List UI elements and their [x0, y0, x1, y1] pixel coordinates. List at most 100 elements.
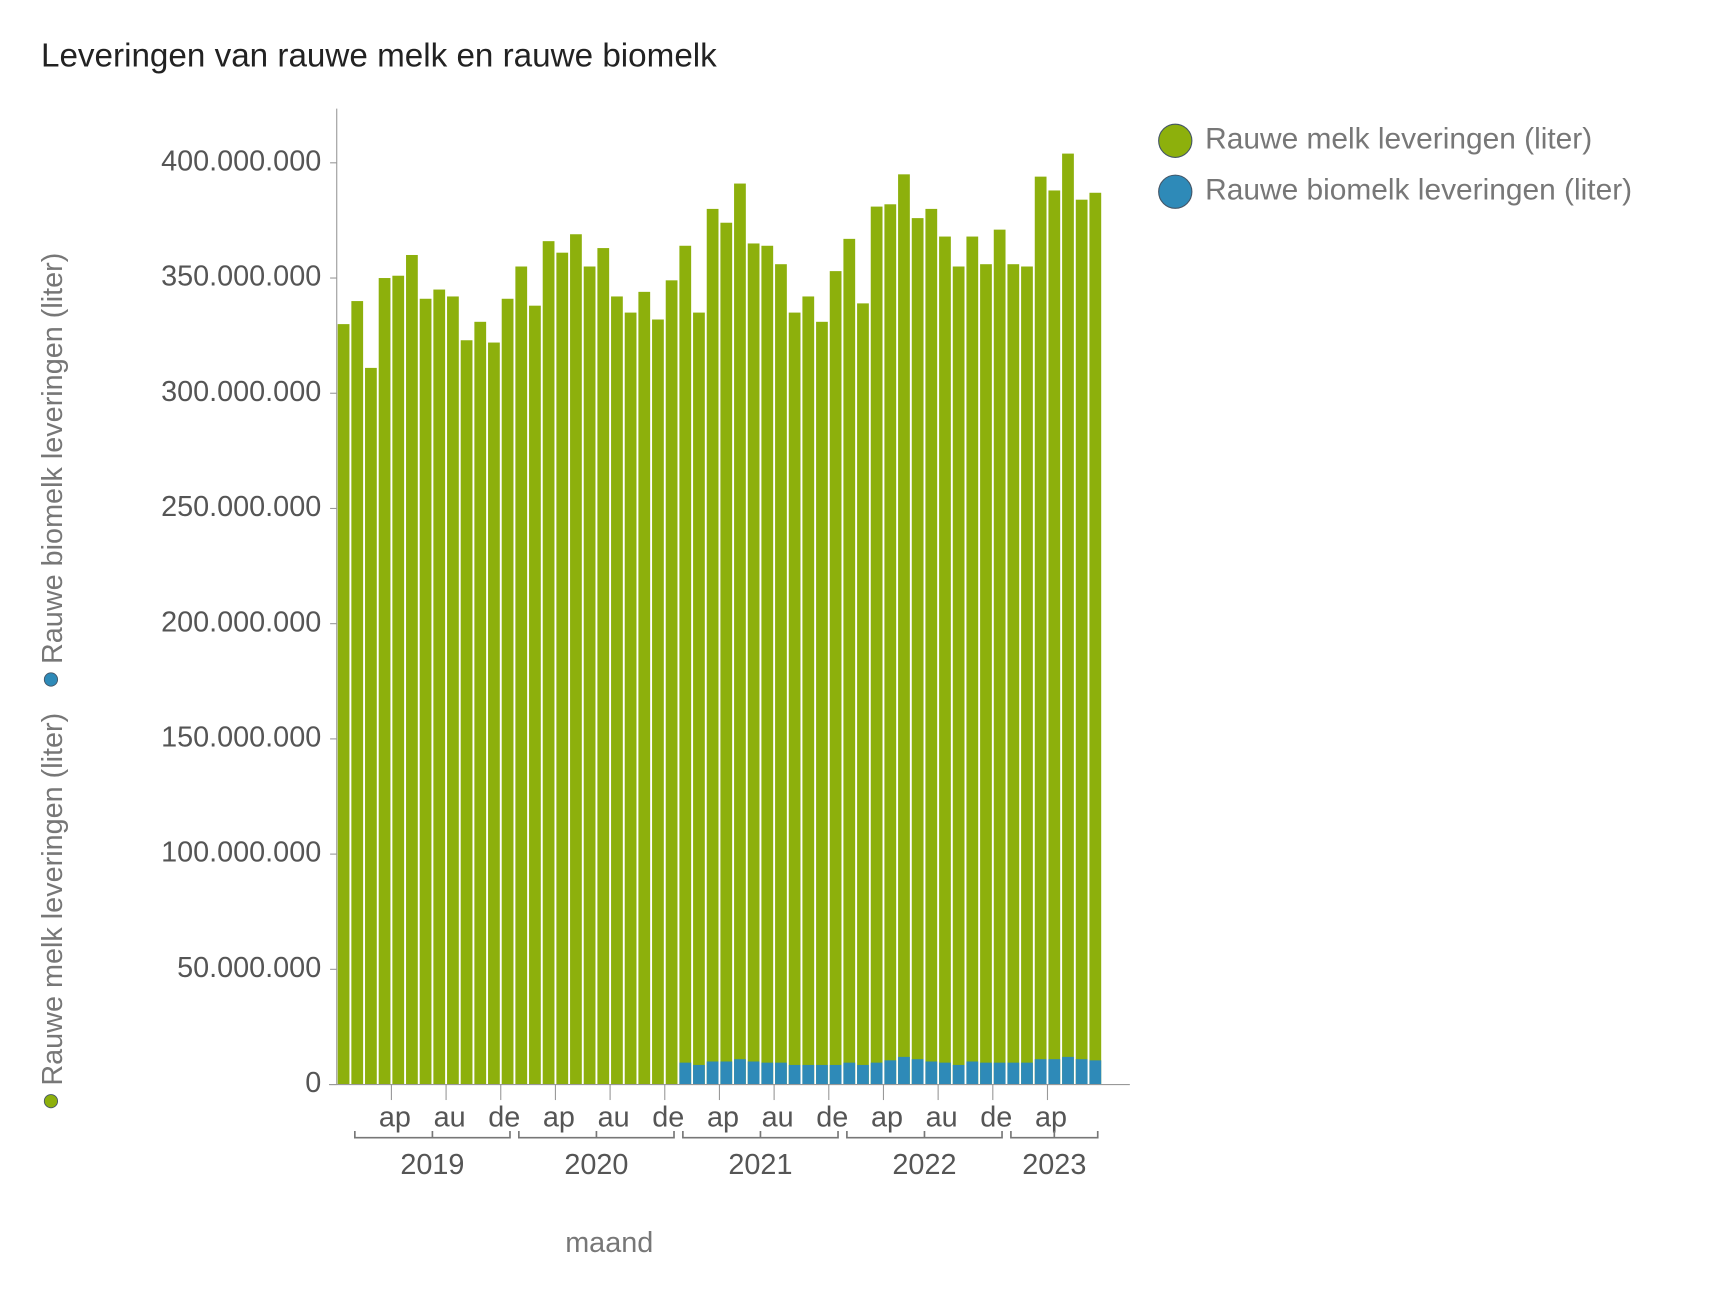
bar — [679, 245, 692, 1085]
year-bracket — [1010, 1131, 1099, 1139]
x-tick-label: au — [762, 1101, 794, 1133]
bar — [1062, 153, 1074, 1085]
bar — [761, 245, 774, 1085]
bar — [816, 321, 828, 1085]
bar — [911, 218, 924, 1085]
bar — [747, 1061, 760, 1085]
x-tick-label: de — [488, 1101, 520, 1133]
bar — [1034, 1059, 1047, 1085]
bar — [693, 312, 705, 1085]
bar — [1075, 199, 1088, 1085]
bar — [706, 1061, 719, 1085]
bar — [515, 266, 528, 1085]
bar — [802, 296, 815, 1085]
bar — [365, 367, 377, 1085]
bar — [775, 264, 787, 1085]
x-axis-title: maand — [565, 1227, 653, 1259]
bar — [829, 271, 842, 1085]
bar — [488, 342, 500, 1085]
bar — [720, 1061, 733, 1085]
y-axis-title-text: Rauwe melk leveringen (liter) — [37, 713, 69, 1086]
y-tick-label: 200.000.000 — [161, 606, 321, 638]
year-label: 2023 — [1022, 1149, 1086, 1181]
bar — [611, 296, 623, 1085]
bar — [775, 1062, 787, 1085]
bar — [1089, 192, 1102, 1085]
bar — [843, 1062, 856, 1085]
bar — [638, 291, 651, 1085]
bar — [993, 229, 1006, 1085]
bar — [1048, 1059, 1061, 1085]
bar — [665, 280, 678, 1085]
bar — [501, 298, 514, 1085]
bar — [939, 1062, 951, 1085]
y-tick-label: 0 — [305, 1067, 321, 1099]
legend-marker — [1158, 123, 1193, 158]
year-label: 2021 — [728, 1149, 792, 1181]
x-tick-label: de — [980, 1101, 1012, 1133]
bar — [952, 266, 965, 1085]
bar — [993, 1062, 1006, 1085]
bar — [802, 1064, 815, 1085]
x-tick-label: au — [434, 1101, 466, 1133]
bar — [911, 1059, 924, 1085]
bar — [816, 1064, 828, 1085]
bar — [788, 1064, 801, 1085]
bar — [706, 208, 719, 1085]
bar — [570, 234, 582, 1085]
bar — [925, 208, 938, 1085]
bar — [857, 303, 869, 1085]
bar — [925, 1061, 938, 1085]
bar — [898, 174, 910, 1085]
bar — [952, 1064, 965, 1085]
bar — [966, 236, 979, 1085]
y-tick-label: 400.000.000 — [161, 145, 321, 177]
bar — [337, 324, 350, 1085]
y-tick-label: 150.000.000 — [161, 722, 321, 754]
bar — [679, 1062, 692, 1085]
bar — [474, 321, 487, 1085]
bar — [378, 278, 391, 1085]
y-axis-title: Rauwe melk leveringen (liter) Rauwe biome… — [37, 253, 69, 1109]
year-label: 2020 — [564, 1149, 628, 1181]
year-bracket — [846, 1131, 1003, 1139]
bar — [884, 204, 897, 1085]
bar — [843, 238, 856, 1085]
bar — [556, 252, 569, 1085]
y-tick-label: 250.000.000 — [161, 491, 321, 523]
bar — [447, 296, 459, 1085]
bar — [392, 275, 405, 1085]
bar — [857, 1064, 869, 1085]
bar — [747, 243, 760, 1085]
x-tick-label: ap — [1035, 1101, 1067, 1133]
bar — [761, 1062, 774, 1085]
bar — [652, 319, 664, 1085]
bar — [693, 1064, 705, 1085]
bar — [1021, 266, 1033, 1085]
x-tick-label: de — [816, 1101, 848, 1133]
bar — [870, 206, 883, 1085]
bar — [788, 312, 801, 1085]
x-tick-label: de — [652, 1101, 684, 1133]
bar — [351, 301, 364, 1085]
legend-marker — [1158, 174, 1193, 209]
bar — [720, 222, 733, 1085]
x-tick-label: ap — [871, 1101, 903, 1133]
bar — [529, 305, 541, 1085]
x-tick-label: ap — [707, 1101, 739, 1133]
y-tick-label: 100.000.000 — [161, 837, 321, 869]
bar — [542, 241, 555, 1085]
year-label: 2022 — [892, 1149, 956, 1181]
year-bracket — [682, 1131, 839, 1139]
bar — [939, 236, 951, 1085]
bar — [1048, 190, 1061, 1085]
bar — [1007, 1062, 1020, 1085]
y-axis-title-text: Rauwe biomelk leveringen (liter) — [37, 253, 69, 664]
bar — [1034, 176, 1047, 1085]
bar — [1007, 264, 1020, 1085]
legend-label: Rauwe melk leveringen (liter) — [1205, 123, 1592, 156]
x-tick-label: au — [926, 1101, 958, 1133]
chart-title: Leveringen van rauwe melk en rauwe biome… — [41, 38, 717, 75]
